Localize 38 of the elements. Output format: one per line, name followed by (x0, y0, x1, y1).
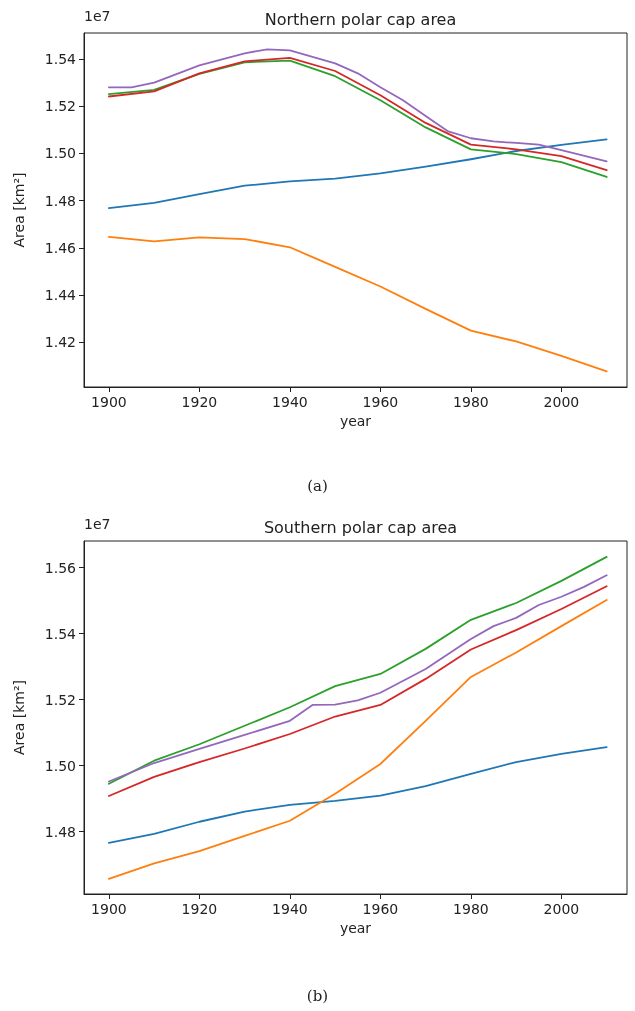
chart-title: Northern polar cap area (264, 9, 457, 29)
x-tick-label: 1900 (91, 901, 127, 917)
x-tick-label: 1940 (272, 394, 308, 410)
line-series (107, 746, 608, 844)
text: (b) (306, 986, 329, 1005)
x-tick-label: 1940 (272, 901, 308, 917)
y-tick-label: 1.56 (44, 559, 77, 576)
y-tick-label: 1.52 (44, 691, 76, 708)
x-tick-label: 1920 (181, 901, 218, 917)
y-tick-label: 1.54 (44, 625, 77, 642)
line-series (107, 138, 608, 210)
x-tick-label: 1920 (181, 394, 218, 410)
y-axis-title: Area [km²] (11, 680, 27, 755)
y-tick-label: 1.46 (44, 239, 77, 256)
y-tick-label: 1.48 (44, 823, 76, 840)
y-tick-label: 1.44 (44, 286, 77, 303)
y-tick-label: 1.42 (44, 334, 76, 351)
x-tick-label: 1960 (362, 394, 399, 410)
line-series (107, 599, 608, 880)
chart-title: Southern polar cap area (263, 517, 458, 537)
text: 1e7 (84, 516, 111, 532)
line-series (107, 236, 608, 373)
text: 1e7 (84, 8, 111, 24)
x-axis-title: year (339, 412, 372, 429)
y-tick-label: 1.50 (44, 757, 76, 774)
x-tick-label: 1900 (91, 394, 127, 410)
y-tick-label: 1.48 (44, 192, 76, 209)
x-axis-title: year (339, 919, 372, 936)
x-tick-label: 2000 (543, 394, 580, 410)
y-tick-label: 1.50 (44, 145, 76, 162)
y-axis-title: Area [km²] (11, 172, 27, 248)
x-tick-label: 1980 (453, 394, 489, 410)
x-tick-label: 1980 (453, 901, 489, 917)
y-tick-label: 1.52 (44, 98, 76, 115)
y-tick-label: 1.54 (44, 50, 77, 67)
x-tick-label: 2000 (543, 901, 580, 917)
x-tick-label: 1960 (362, 901, 399, 917)
text: (a) (307, 476, 328, 495)
